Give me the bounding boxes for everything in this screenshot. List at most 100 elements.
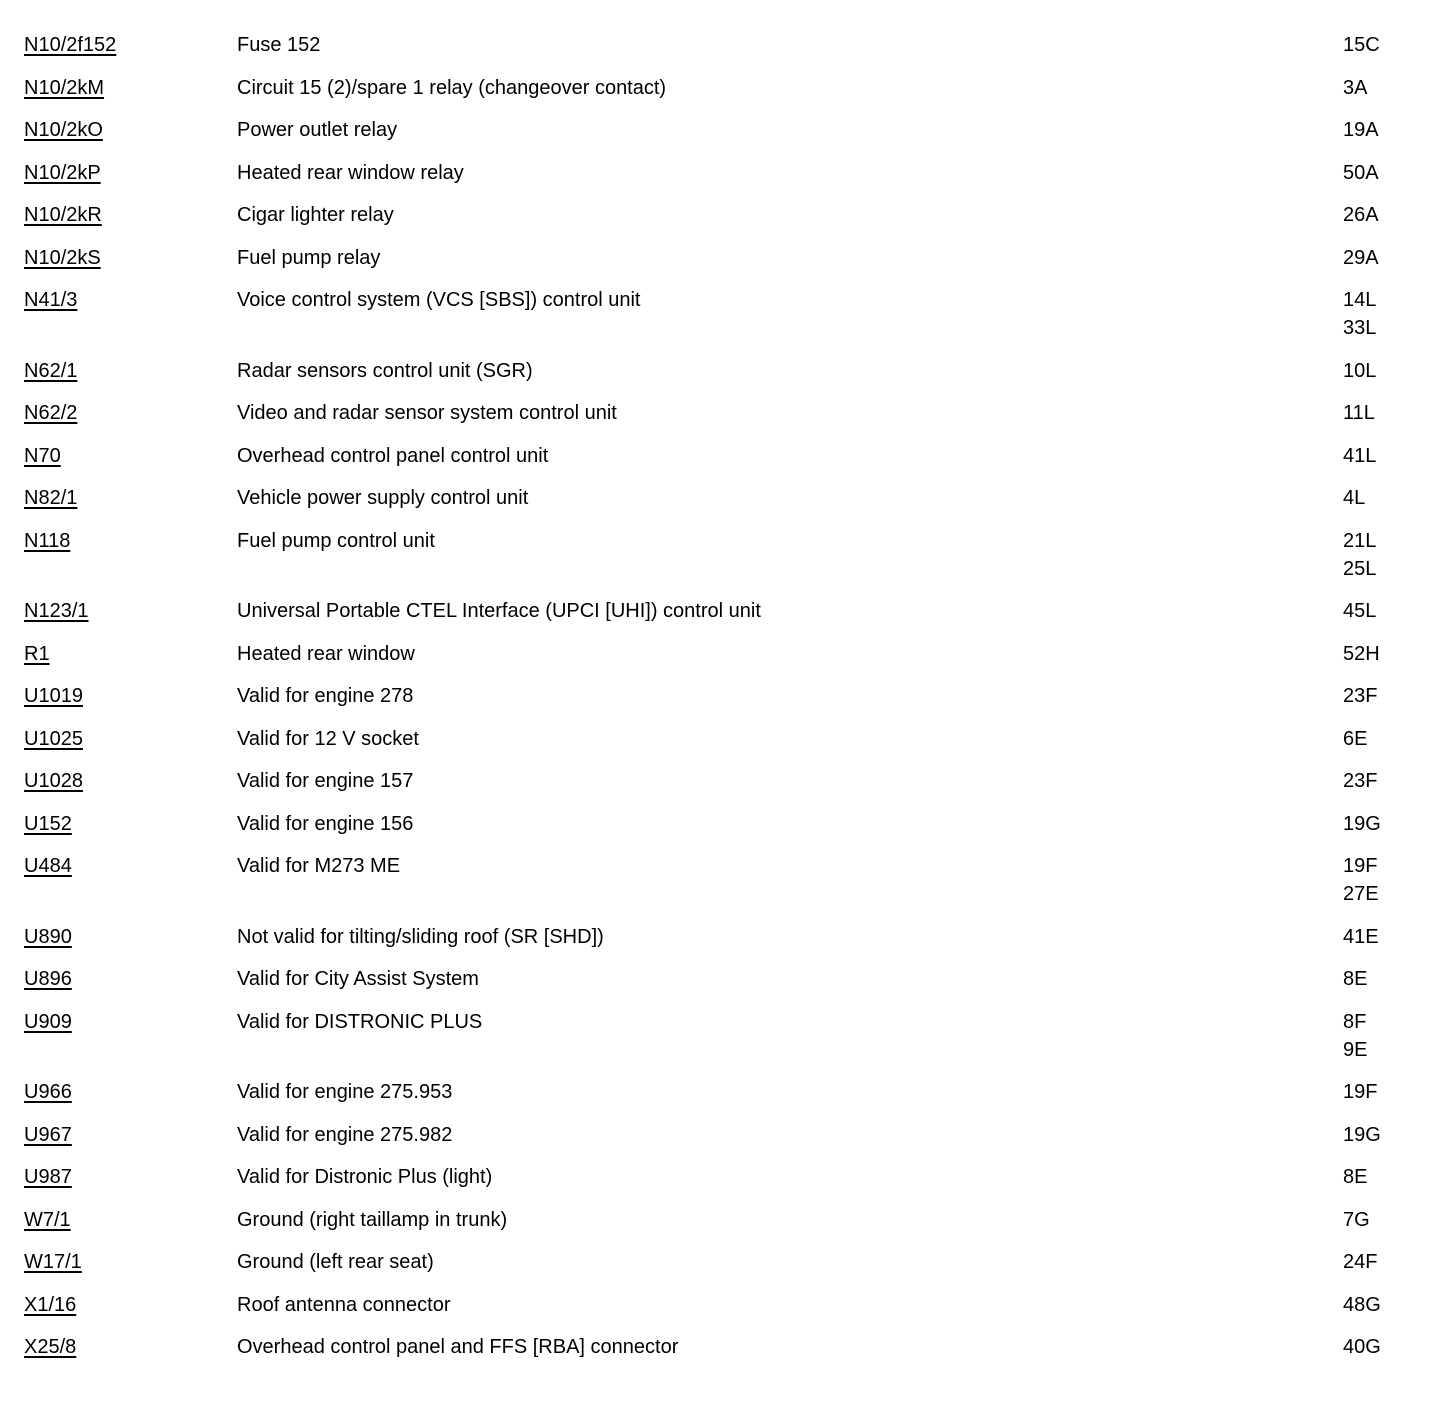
component-code-cell: W17/1 — [24, 1248, 237, 1276]
location-code: 8E — [1343, 1166, 1368, 1188]
component-locations: 19A — [1343, 116, 1379, 144]
component-code-cell: U909 — [24, 1008, 237, 1036]
component-code-cell: U896 — [24, 965, 237, 993]
component-code-link[interactable]: U1025 — [24, 727, 83, 750]
component-locations: 23F — [1343, 767, 1377, 795]
component-description: Vehicle power supply control unit — [237, 487, 529, 509]
component-code-cell: N62/2 — [24, 399, 237, 427]
table-row: U1025 Valid for 12 V socket 6E — [24, 725, 1456, 753]
location-code: 27E — [1343, 883, 1379, 905]
component-code-link[interactable]: N70 — [24, 444, 61, 467]
component-description: Fuse 152 — [237, 34, 321, 56]
location-code: 40G — [1343, 1336, 1381, 1358]
component-description: Roof antenna connector — [237, 1293, 451, 1316]
component-code-cell: N10/2kO — [24, 116, 237, 144]
component-code-cell: W7/1 — [24, 1206, 237, 1234]
component-code-cell: N41/3 — [24, 286, 237, 314]
table-row: W17/1 Ground (left rear seat) 24F — [24, 1248, 1456, 1276]
component-description: Fuel pump relay — [237, 246, 381, 269]
component-code-link[interactable]: X1/16 — [24, 1293, 77, 1316]
component-locations: 19F — [1343, 1078, 1377, 1106]
component-locations: 15C — [1343, 31, 1380, 59]
component-description: Ground (left rear seat) — [237, 1251, 434, 1273]
component-code-link[interactable]: N10/2kP — [24, 161, 101, 184]
component-code-link[interactable]: X25/8 — [24, 1336, 77, 1358]
component-locations: 19G — [1343, 810, 1381, 838]
location-code: 7G — [1343, 1208, 1370, 1231]
component-code-link[interactable]: U966 — [24, 1081, 72, 1103]
component-locations: 48G — [1343, 1291, 1381, 1319]
component-code-cell: N82/1 — [24, 484, 237, 512]
component-description: Ground (right taillamp in trunk) — [237, 1208, 508, 1231]
component-code-link[interactable]: N10/2kO — [24, 119, 103, 141]
location-code: 14L — [1343, 289, 1377, 311]
component-code-link[interactable]: N62/1 — [24, 359, 78, 382]
component-code-link[interactable]: N10/2kM — [24, 76, 105, 99]
location-code: 8F — [1343, 1010, 1367, 1033]
component-code-link[interactable]: U987 — [24, 1166, 72, 1188]
table-row: N70 Overhead control panel control unit … — [24, 442, 1456, 470]
component-locations: 7G — [1343, 1206, 1370, 1234]
component-code-cell: N10/2kP — [24, 159, 237, 187]
component-locations: 4L — [1343, 484, 1365, 512]
component-code-link[interactable]: N123/1 — [24, 600, 89, 622]
component-locations: 21L 25L — [1343, 527, 1376, 583]
component-code-cell: U1019 — [24, 682, 237, 710]
component-description: Circuit 15 (2)/spare 1 relay (changeover… — [237, 76, 667, 99]
component-locations: 50A — [1343, 159, 1379, 187]
component-code-link[interactable]: U967 — [24, 1123, 72, 1146]
location-code: 21L — [1343, 529, 1377, 552]
component-code-link[interactable]: U1028 — [24, 770, 83, 792]
component-code-link[interactable]: U890 — [24, 925, 72, 948]
location-code: 50A — [1343, 161, 1379, 184]
component-description: Radar sensors control unit (SGR) — [237, 359, 533, 382]
component-code-link[interactable]: U152 — [24, 812, 72, 835]
location-code: 19G — [1343, 812, 1381, 835]
component-code-link[interactable]: U896 — [24, 968, 72, 990]
component-locations: 41L — [1343, 442, 1376, 470]
component-code-link[interactable]: U1019 — [24, 685, 83, 707]
component-code-link[interactable]: N10/2kR — [24, 204, 102, 226]
component-locations: 8F 9E — [1343, 1008, 1367, 1064]
table-row: N123/1 Universal Portable CTEL Interface… — [24, 597, 1456, 625]
table-row: U484 Valid for M273 ME 19F 27E — [24, 852, 1456, 908]
location-code: 19G — [1343, 1123, 1381, 1146]
component-code-link[interactable]: N82/1 — [24, 487, 78, 509]
component-code-link[interactable]: N62/2 — [24, 402, 78, 424]
component-description: Not valid for tilting/sliding roof (SR [… — [237, 925, 604, 948]
component-description: Heated rear window — [237, 642, 415, 665]
component-locations: 52H — [1343, 640, 1380, 668]
component-code-link[interactable]: W17/1 — [24, 1251, 82, 1273]
component-legend-table: N10/2f152 Fuse 152 15C N10/2kM Circuit 1… — [24, 31, 1456, 1358]
component-code-link[interactable]: N10/2kS — [24, 246, 101, 269]
component-locations: 10L — [1343, 357, 1376, 385]
component-description: Video and radar sensor system control un… — [237, 402, 617, 424]
component-locations: 3A — [1343, 74, 1367, 102]
component-locations: 45L — [1343, 597, 1376, 625]
component-description: Overhead control panel and FFS [RBA] con… — [237, 1336, 679, 1358]
component-code-link[interactable]: N118 — [24, 529, 71, 552]
component-code-link[interactable]: N10/2f152 — [24, 34, 117, 56]
component-code-link[interactable]: U909 — [24, 1010, 72, 1033]
component-locations: 23F — [1343, 682, 1377, 710]
component-code-cell: U987 — [24, 1163, 237, 1191]
table-row: N10/2kM Circuit 15 (2)/spare 1 relay (ch… — [24, 74, 1456, 102]
component-code-link[interactable]: W7/1 — [24, 1208, 71, 1231]
location-code: 41L — [1343, 444, 1377, 467]
table-row: U987 Valid for Distronic Plus (light) 8E — [24, 1163, 1456, 1191]
location-code: 23F — [1343, 685, 1378, 707]
component-locations: 19G — [1343, 1121, 1381, 1149]
component-code-link[interactable]: R1 — [24, 642, 50, 665]
component-code-cell: N118 — [24, 527, 237, 555]
component-locations: 29A — [1343, 244, 1379, 272]
component-locations: 14L 33L — [1343, 286, 1376, 342]
component-locations: 19F 27E — [1343, 852, 1379, 908]
location-code: 19A — [1343, 119, 1379, 141]
location-code: 45L — [1343, 600, 1377, 622]
component-code-link[interactable]: N41/3 — [24, 289, 78, 311]
table-row: U967 Valid for engine 275.982 19G — [24, 1121, 1456, 1149]
component-code-link[interactable]: U484 — [24, 855, 72, 877]
location-code: 33L — [1343, 317, 1377, 339]
table-row: U1019 Valid for engine 278 23F — [24, 682, 1456, 710]
component-description: Valid for 12 V socket — [237, 727, 419, 750]
